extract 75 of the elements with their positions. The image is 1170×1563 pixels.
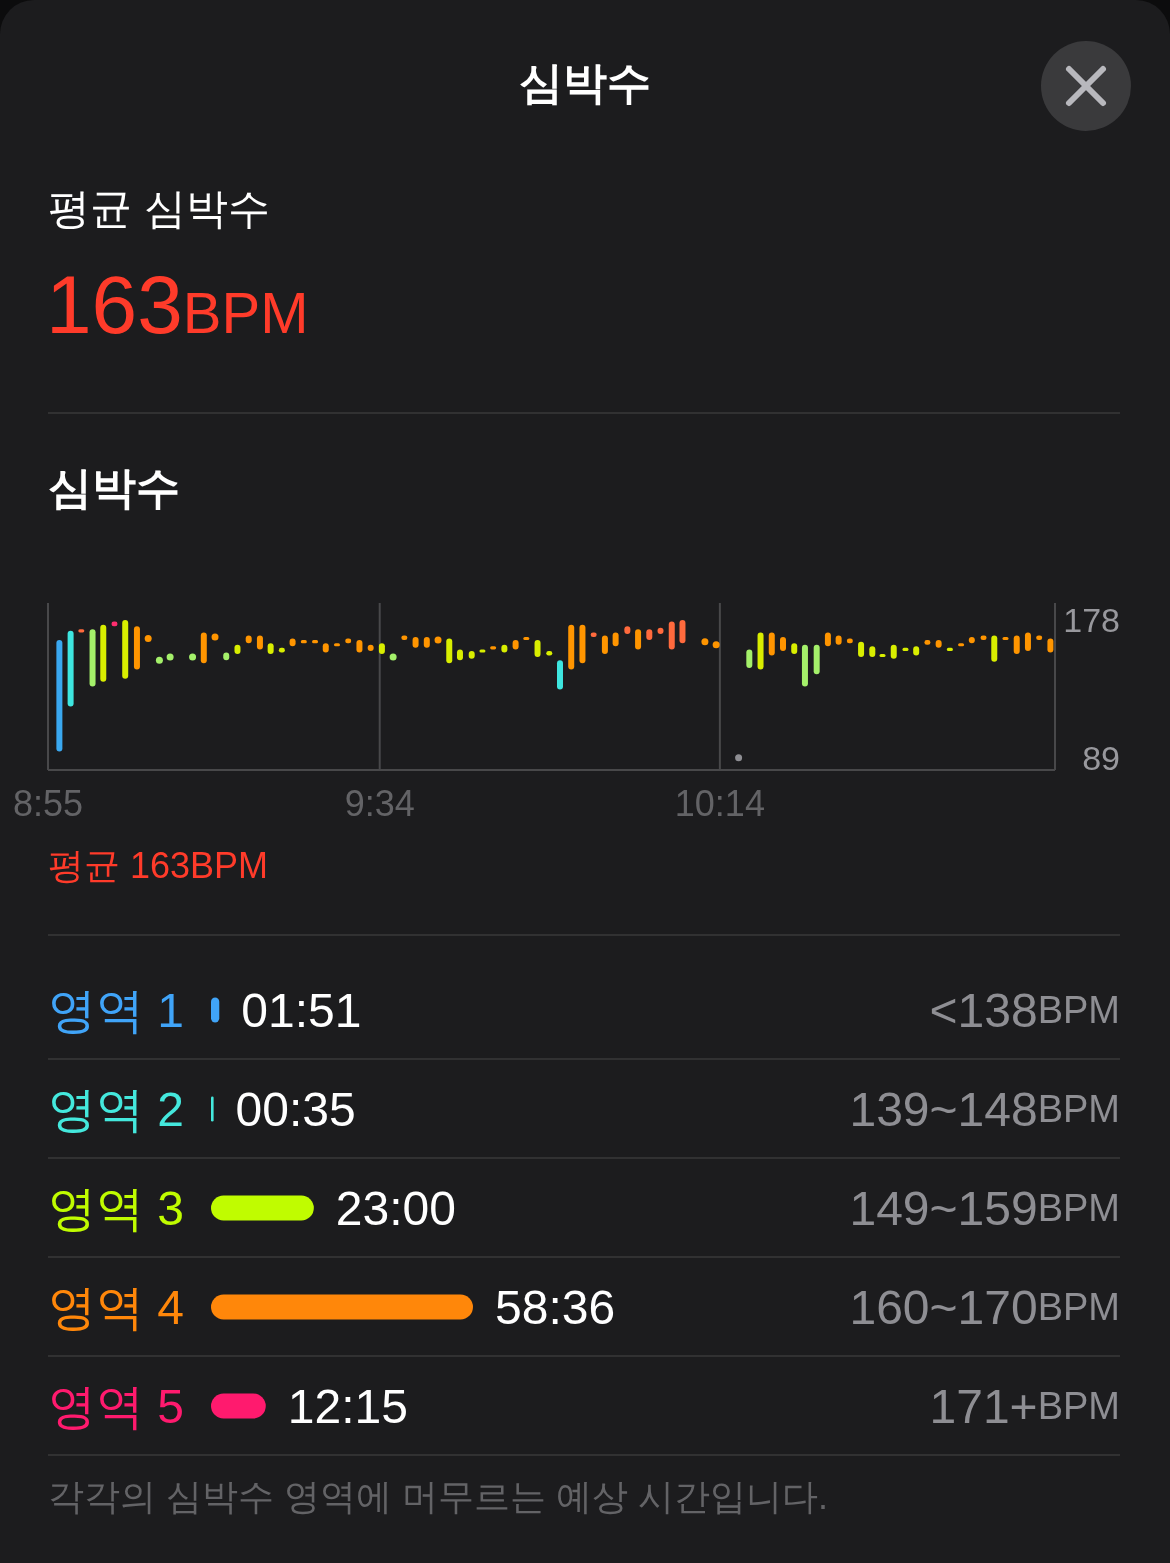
- y-tick-label: 영역 2: [48, 1082, 185, 1136]
- x-tick-label: 9:34: [344, 782, 415, 824]
- bar: [890, 644, 897, 659]
- bar: [211, 1096, 214, 1122]
- bar: [56, 640, 63, 752]
- bar: [211, 1195, 314, 1221]
- y2-tick-label: 139~148BPM: [849, 1082, 1120, 1136]
- bar: [646, 629, 653, 641]
- bar: [568, 624, 575, 670]
- bar: [801, 644, 808, 687]
- y2-tick-label: 160~170BPM: [849, 1280, 1120, 1334]
- y-tick-label: 89: [1082, 738, 1120, 777]
- bar: [211, 1393, 266, 1419]
- text: 각각의 심박수 영역에 머무르는 예상 시간입니다.: [48, 1475, 829, 1517]
- bar: [746, 649, 753, 668]
- point: [712, 641, 720, 649]
- bar: [456, 649, 463, 661]
- y2-tick-label: 149~159BPM: [849, 1181, 1120, 1235]
- text: 심박수: [519, 57, 651, 107]
- bar: [991, 635, 998, 662]
- data-label: 12:15: [287, 1379, 408, 1433]
- bar: [858, 641, 865, 658]
- y-tick-label: 영역 3: [48, 1181, 185, 1235]
- bar: [122, 620, 129, 679]
- data-label: 23:00: [335, 1181, 456, 1235]
- y-tick-label: 영역 4: [48, 1280, 185, 1334]
- bar: [1024, 632, 1031, 651]
- point: [211, 633, 219, 641]
- bar: [423, 637, 430, 648]
- bar: [757, 632, 764, 670]
- data-label: 58:36: [495, 1280, 616, 1334]
- x-tick-label: 8:55: [12, 782, 84, 824]
- bar: [100, 624, 107, 682]
- y-tick-label: 영역 1: [48, 983, 185, 1037]
- text: 평균 심박수: [48, 184, 270, 232]
- point: [735, 754, 743, 762]
- y-tick-label: 영역 5: [48, 1379, 185, 1433]
- bar: [813, 644, 820, 675]
- point: [189, 653, 197, 661]
- bar: [768, 632, 775, 656]
- y2-tick-label: <138BPM: [929, 983, 1120, 1037]
- bar: [200, 632, 207, 664]
- bar: [780, 637, 786, 651]
- point: [155, 656, 163, 664]
- bar: [534, 640, 541, 658]
- bar: [67, 630, 74, 707]
- point: [144, 635, 152, 643]
- point: [434, 636, 442, 644]
- bar: [133, 626, 140, 670]
- point: [701, 638, 709, 646]
- text: 평균 163BPM: [48, 844, 269, 886]
- data-label: 00:35: [235, 1082, 356, 1136]
- y2-tick-label: 171+BPM: [929, 1379, 1120, 1433]
- bar: [601, 635, 608, 655]
- bar: [824, 632, 831, 647]
- bar: [446, 638, 453, 664]
- point: [389, 653, 397, 661]
- bar: [1013, 635, 1020, 655]
- bar: [89, 629, 96, 687]
- data-label: 01:51: [241, 983, 362, 1037]
- bar: [267, 643, 274, 655]
- bar: [668, 621, 675, 650]
- point: [166, 653, 174, 661]
- bar: [791, 643, 798, 655]
- bar: [211, 1294, 473, 1320]
- bar: [635, 629, 642, 650]
- x-tick-label: 10:14: [674, 782, 765, 824]
- chart-title: 심박수: [48, 462, 180, 512]
- y-tick-label: 178: [1063, 601, 1120, 640]
- bar: [869, 646, 876, 658]
- bar: [557, 660, 563, 690]
- bar: [679, 620, 686, 644]
- text: 163BPM: [46, 259, 309, 350]
- bar: [378, 643, 385, 655]
- bar: [579, 624, 586, 664]
